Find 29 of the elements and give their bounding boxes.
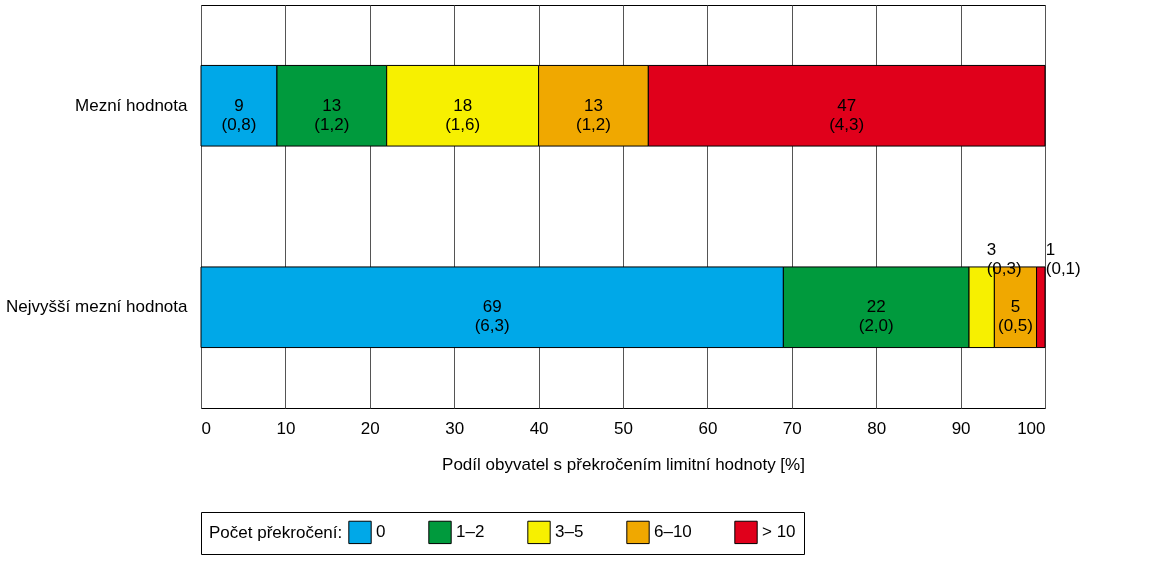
x-tick-label: 0 (201, 418, 211, 438)
data-label: 69 (6,3) (474, 297, 510, 336)
x-tick-label: 60 (698, 418, 718, 438)
x-tick-label: 70 (782, 418, 802, 438)
legend-label: > 10 (762, 522, 796, 542)
data-label: 13 (1,2) (575, 95, 611, 134)
data-label: 47 (4,3) (829, 95, 865, 134)
x-tick-label: 40 (529, 418, 549, 438)
x-axis-title: Podíl obyvatel s překročením limitní hodnoty [%] (442, 454, 805, 474)
data-label: 5 (0,5) (997, 297, 1033, 336)
x-tick-label: 90 (951, 418, 971, 438)
data-label: 9 (0,8) (221, 95, 257, 134)
y-tick-label: Mezní hodnota (75, 95, 189, 115)
y-tick-label: Nejvyšší mezní hodnota (6, 297, 189, 317)
legend-title: Počet překročení: (209, 523, 343, 542)
x-tick-label: 50 (614, 418, 633, 438)
x-tick-label: 80 (867, 418, 887, 438)
x-tick-label: 20 (360, 418, 380, 438)
x-tick-label: 30 (445, 418, 465, 438)
x-tick-label: 100 (1017, 418, 1046, 438)
data-label: 18 (1,6) (445, 95, 481, 134)
legend-label: 0 (376, 522, 386, 542)
data-label: 1 (0,1) (1045, 240, 1081, 279)
data-label: 22 (2,0) (858, 297, 894, 336)
legend-label: 3–5 (555, 522, 584, 542)
x-tick-label: 10 (276, 418, 296, 438)
legend-label: 1–2 (456, 522, 485, 542)
legend-label: 6–10 (654, 522, 692, 542)
data-label: 13 (1,2) (314, 95, 350, 134)
